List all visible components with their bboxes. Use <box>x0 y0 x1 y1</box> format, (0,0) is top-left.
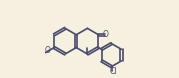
Text: Cl: Cl <box>109 67 117 76</box>
Text: O: O <box>45 46 51 55</box>
Text: O: O <box>103 30 109 39</box>
